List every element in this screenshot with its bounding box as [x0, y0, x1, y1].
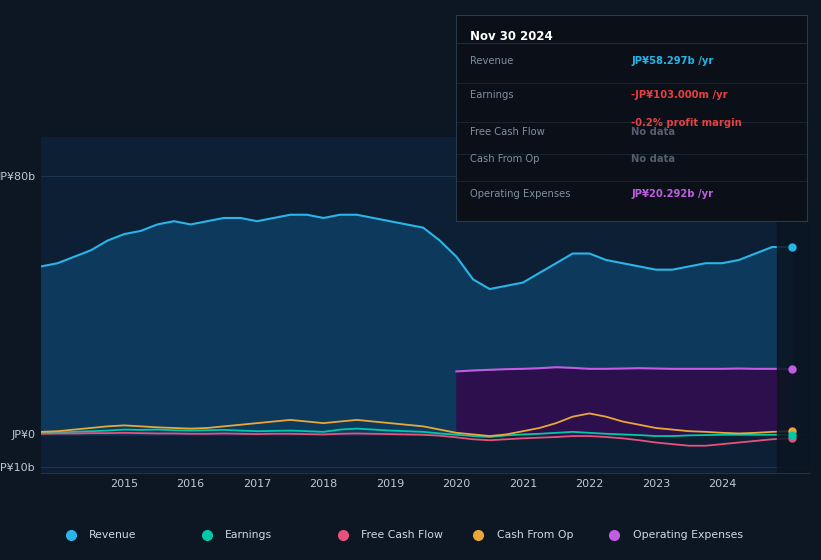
Text: Operating Expenses: Operating Expenses	[470, 189, 571, 199]
Text: Cash From Op: Cash From Op	[470, 154, 539, 164]
Text: Earnings: Earnings	[225, 530, 272, 540]
Text: Revenue: Revenue	[470, 57, 513, 66]
Text: No data: No data	[631, 154, 676, 164]
Text: JP¥20.292b /yr: JP¥20.292b /yr	[631, 189, 713, 199]
Text: Free Cash Flow: Free Cash Flow	[361, 530, 443, 540]
Text: JP¥58.297b /yr: JP¥58.297b /yr	[631, 57, 713, 66]
Bar	[777, 137, 809, 473]
Text: Operating Expenses: Operating Expenses	[633, 530, 743, 540]
Text: Revenue: Revenue	[89, 530, 136, 540]
Text: Nov 30 2024: Nov 30 2024	[470, 30, 553, 43]
Text: No data: No data	[631, 128, 676, 137]
Text: Earnings: Earnings	[470, 90, 513, 100]
Text: -0.2% profit margin: -0.2% profit margin	[631, 118, 742, 128]
Text: Free Cash Flow: Free Cash Flow	[470, 128, 544, 137]
Text: -JP¥103.000m /yr: -JP¥103.000m /yr	[631, 90, 728, 100]
Text: Cash From Op: Cash From Op	[497, 530, 573, 540]
